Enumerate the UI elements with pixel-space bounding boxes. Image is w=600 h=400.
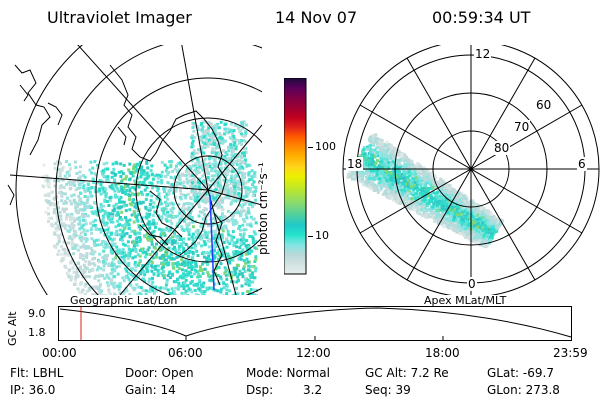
meridian-lines (9, 45, 262, 295)
colorbar-unit-label: photon cm⁻²s⁻¹ (256, 162, 270, 255)
status-gain: Gain: 14 (125, 383, 176, 397)
mlt-meridians (343, 45, 599, 295)
timeline-xtick-3: 18:00 (425, 346, 460, 360)
date-label: 14 Nov 07 (275, 8, 358, 27)
latitude-circles (15, 45, 262, 295)
status-glat: GLat: -69.7 (487, 366, 554, 380)
orbit-altitude-timeline (58, 306, 572, 341)
mlt-label-12: 12 (474, 47, 492, 61)
status-dsp-value: 3.2 (303, 383, 323, 397)
geographic-map (7, 45, 262, 295)
mlat-label-60: 60 (535, 98, 553, 112)
timeline-ytick-min: 1.8 (28, 326, 46, 339)
status-gc-alt: GC Alt: 7.2 Re (365, 366, 449, 380)
magnetic-polar-plot (342, 45, 600, 295)
aurora-emission-left (41, 120, 258, 295)
status-dsp-label: Dsp: (246, 383, 274, 397)
timeline-ylabel-wrap: GC Alt (6, 311, 22, 348)
magnetic-caption: Apex MLat/MLT (424, 294, 507, 307)
mlt-label-0: 0 (467, 277, 477, 291)
instrument-title: Ultraviolet Imager (47, 8, 192, 27)
time-label: 00:59:34 UT (432, 8, 531, 27)
timeline-ticks (185, 336, 444, 341)
timeline-xtick-2: 12:00 (296, 346, 331, 360)
status-mode: Mode: Normal (246, 366, 330, 380)
intensity-colorbar (284, 78, 307, 275)
mlat-label-80: 80 (493, 141, 511, 155)
status-ip: IP: 36.0 (10, 383, 56, 397)
timeline-ytick-max: 9.0 (28, 307, 46, 320)
aurora-emission-right (346, 133, 504, 249)
colorbar-tick-100: 100 (315, 140, 336, 153)
timeline-xtick-0: 00:00 (42, 346, 77, 360)
status-seq: Seq: 39 (365, 383, 411, 397)
satellite-ground-track (209, 194, 215, 291)
status-filter: Flt: LBHL (10, 366, 64, 380)
colorbar-tick-mark (308, 147, 313, 148)
geographic-caption: Geographic Lat/Lon (70, 294, 178, 307)
altitude-curve (59, 307, 572, 338)
timeline-xtick-1: 06:00 (168, 346, 203, 360)
status-door: Door: Open (125, 366, 194, 380)
mlt-label-18: 18 (346, 157, 364, 171)
mlat-label-70: 70 (513, 120, 531, 134)
status-glon: GLon: 273.8 (487, 383, 560, 397)
colorbar-tick-mark (308, 236, 313, 237)
mlt-label-6: 6 (577, 157, 587, 171)
colorbar-unit-label-wrap: photon cm⁻²s⁻¹ (256, 162, 276, 275)
colorbar-tick-10: 10 (315, 229, 329, 242)
timeline-xtick-4: 23:59 (553, 346, 588, 360)
timeline-ylabel: GC Alt (6, 311, 19, 346)
